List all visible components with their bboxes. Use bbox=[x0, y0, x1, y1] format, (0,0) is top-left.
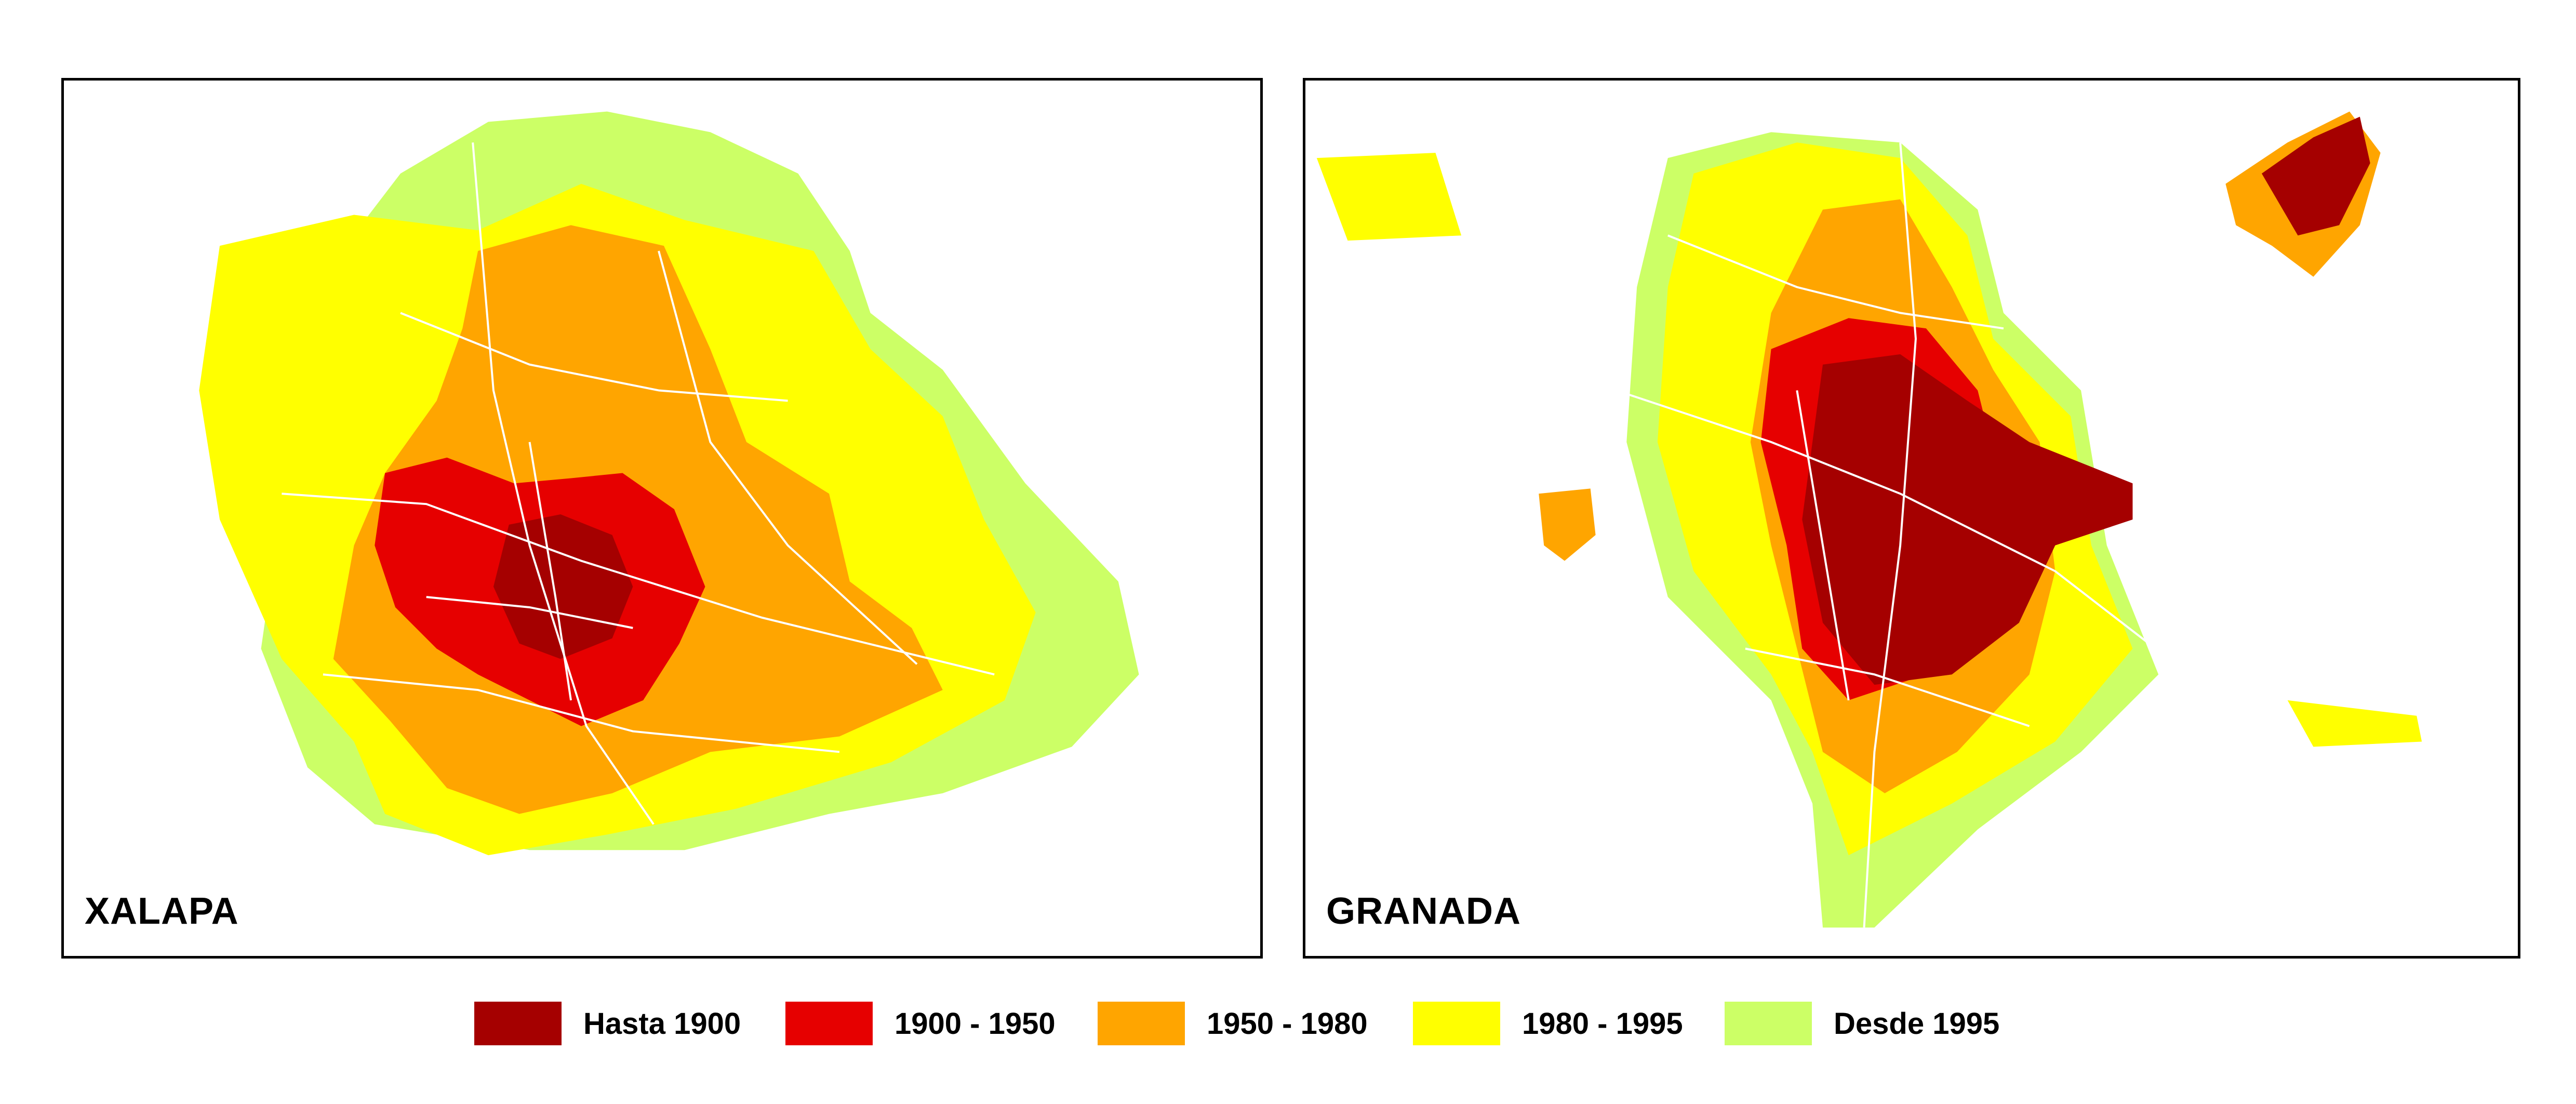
legend-swatch-1980-1995 bbox=[1413, 1002, 1500, 1045]
granada-outlying-zone-w2 bbox=[1316, 153, 1462, 241]
map-legend: Hasta 1900 1900 - 1950 1950 - 1980 1980 … bbox=[0, 997, 2576, 1049]
legend-label-hasta-1900: Hasta 1900 bbox=[583, 1006, 741, 1041]
city-label-xalapa: XALAPA bbox=[85, 890, 239, 932]
legend-swatch-hasta-1900 bbox=[474, 1002, 562, 1045]
xalapa-map-panel: XALAPA bbox=[61, 78, 1263, 959]
legend-swatch-desde-1995 bbox=[1725, 1002, 1812, 1045]
city-label-granada: GRANADA bbox=[1326, 890, 1521, 932]
xalapa-zone-hasta-1900 bbox=[493, 514, 633, 659]
legend-swatch-1950-1980 bbox=[1098, 1002, 1185, 1045]
granada-zone-hasta-1900 bbox=[1802, 354, 2133, 685]
legend-item-desde-1995: Desde 1995 bbox=[1725, 997, 1999, 1049]
legend-label-desde-1995: Desde 1995 bbox=[1834, 1006, 2000, 1041]
legend-item-1980-1995: 1980 - 1995 bbox=[1413, 997, 1683, 1049]
legend-item-1900-1950: 1900 - 1950 bbox=[785, 997, 1056, 1049]
granada-street-network bbox=[1616, 142, 2237, 928]
granada-map bbox=[1316, 111, 2422, 928]
granada-map-panel: GRANADA bbox=[1303, 78, 2520, 959]
granada-outlying-zone-e bbox=[2287, 700, 2422, 747]
granada-outlying-zone-ne-core bbox=[2262, 116, 2370, 236]
legend-swatch-1900-1950 bbox=[785, 1002, 873, 1045]
xalapa-map bbox=[199, 111, 1139, 856]
granada-outlying-zone-w bbox=[1539, 488, 1596, 561]
legend-item-hasta-1900: Hasta 1900 bbox=[474, 997, 741, 1049]
legend-label-1900-1950: 1900 - 1950 bbox=[895, 1006, 1056, 1041]
legend-item-1950-1980: 1950 - 1980 bbox=[1098, 997, 1368, 1049]
xalapa-street-network bbox=[282, 142, 995, 825]
legend-label-1950-1980: 1950 - 1980 bbox=[1207, 1006, 1368, 1041]
legend-label-1980-1995: 1980 - 1995 bbox=[1522, 1006, 1683, 1041]
